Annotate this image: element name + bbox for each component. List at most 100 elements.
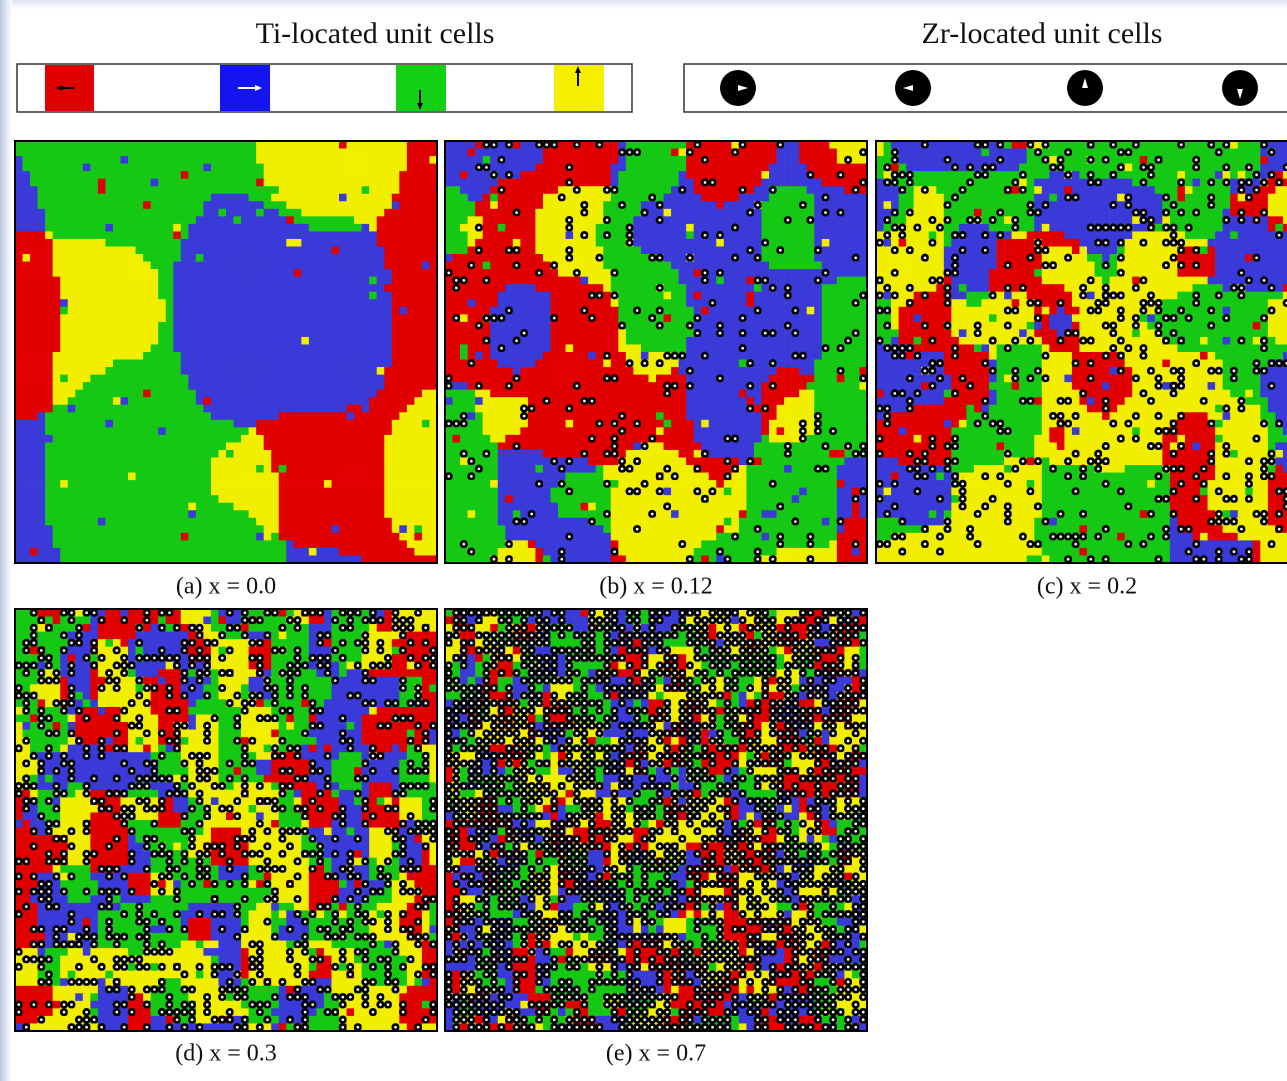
cell — [195, 389, 204, 398]
cell — [248, 555, 257, 564]
zr-core — [485, 143, 488, 147]
cell — [173, 246, 182, 255]
cell — [648, 284, 657, 293]
cell — [15, 449, 23, 458]
cell — [331, 216, 340, 225]
cell — [210, 525, 219, 534]
cell — [414, 261, 423, 270]
cell — [678, 299, 687, 308]
cell — [120, 510, 129, 519]
cell — [573, 178, 581, 187]
cell — [542, 269, 551, 277]
cell — [271, 434, 280, 443]
cell — [535, 148, 544, 157]
cell — [482, 231, 491, 240]
cell — [406, 457, 415, 466]
cell — [188, 148, 197, 157]
cell — [671, 261, 679, 270]
cell — [738, 163, 747, 172]
cell — [67, 442, 76, 451]
cell — [414, 457, 423, 466]
cell — [384, 472, 393, 481]
cell — [263, 261, 272, 270]
cell — [188, 231, 197, 240]
cell — [467, 246, 476, 255]
cell — [829, 306, 838, 315]
cell — [671, 171, 679, 179]
cell — [278, 487, 287, 496]
cell — [263, 555, 272, 564]
cell — [542, 314, 551, 323]
cell — [248, 186, 257, 195]
cell — [406, 156, 415, 164]
cell — [323, 291, 332, 300]
cell — [308, 555, 317, 564]
cell — [158, 434, 167, 443]
cell — [618, 336, 627, 345]
cell — [346, 525, 355, 534]
cell — [354, 510, 362, 519]
zr-core — [824, 271, 827, 275]
cell — [241, 178, 249, 187]
cell — [271, 321, 280, 330]
cell — [414, 540, 423, 549]
cell — [120, 465, 129, 473]
cell — [286, 517, 295, 526]
cell — [188, 427, 197, 436]
cell — [369, 465, 378, 473]
cell — [391, 359, 400, 368]
cell — [610, 321, 619, 330]
cell — [233, 238, 242, 247]
cell — [376, 314, 385, 323]
cell — [829, 276, 838, 285]
cell — [421, 269, 430, 277]
cell — [406, 487, 415, 496]
cell — [633, 261, 642, 270]
cell — [731, 156, 740, 164]
cell — [90, 525, 99, 534]
cell — [421, 321, 430, 330]
cell — [233, 525, 242, 534]
zr-core — [537, 143, 541, 147]
cell — [301, 389, 310, 398]
zr-core — [552, 263, 556, 267]
cell — [851, 276, 860, 285]
cell — [429, 336, 438, 345]
cell — [22, 510, 31, 519]
cell — [173, 442, 182, 451]
cell — [203, 291, 212, 300]
cell — [580, 299, 589, 308]
cell — [195, 238, 204, 247]
cell — [542, 291, 551, 300]
cell — [753, 261, 762, 270]
cell — [414, 449, 423, 458]
cell — [573, 291, 581, 300]
cell — [293, 321, 302, 330]
cell — [595, 284, 604, 293]
cell — [633, 246, 642, 255]
cell — [391, 208, 400, 217]
cell — [814, 186, 823, 195]
cell — [844, 299, 853, 308]
cell — [686, 269, 694, 277]
cell — [376, 502, 385, 511]
cell — [52, 547, 61, 556]
cell — [490, 216, 499, 225]
cell — [693, 261, 702, 270]
cell — [640, 291, 649, 300]
cell — [558, 321, 566, 330]
cell — [195, 352, 204, 360]
cell — [512, 306, 521, 315]
cell — [331, 547, 340, 556]
cell — [143, 480, 151, 488]
cell — [286, 306, 295, 315]
cell — [128, 389, 136, 398]
cell — [256, 412, 264, 421]
cell — [180, 246, 189, 255]
cell — [218, 314, 227, 323]
cell — [143, 382, 151, 390]
cell — [520, 321, 529, 330]
cell — [256, 299, 264, 308]
cell — [331, 442, 340, 451]
cell — [323, 517, 332, 526]
